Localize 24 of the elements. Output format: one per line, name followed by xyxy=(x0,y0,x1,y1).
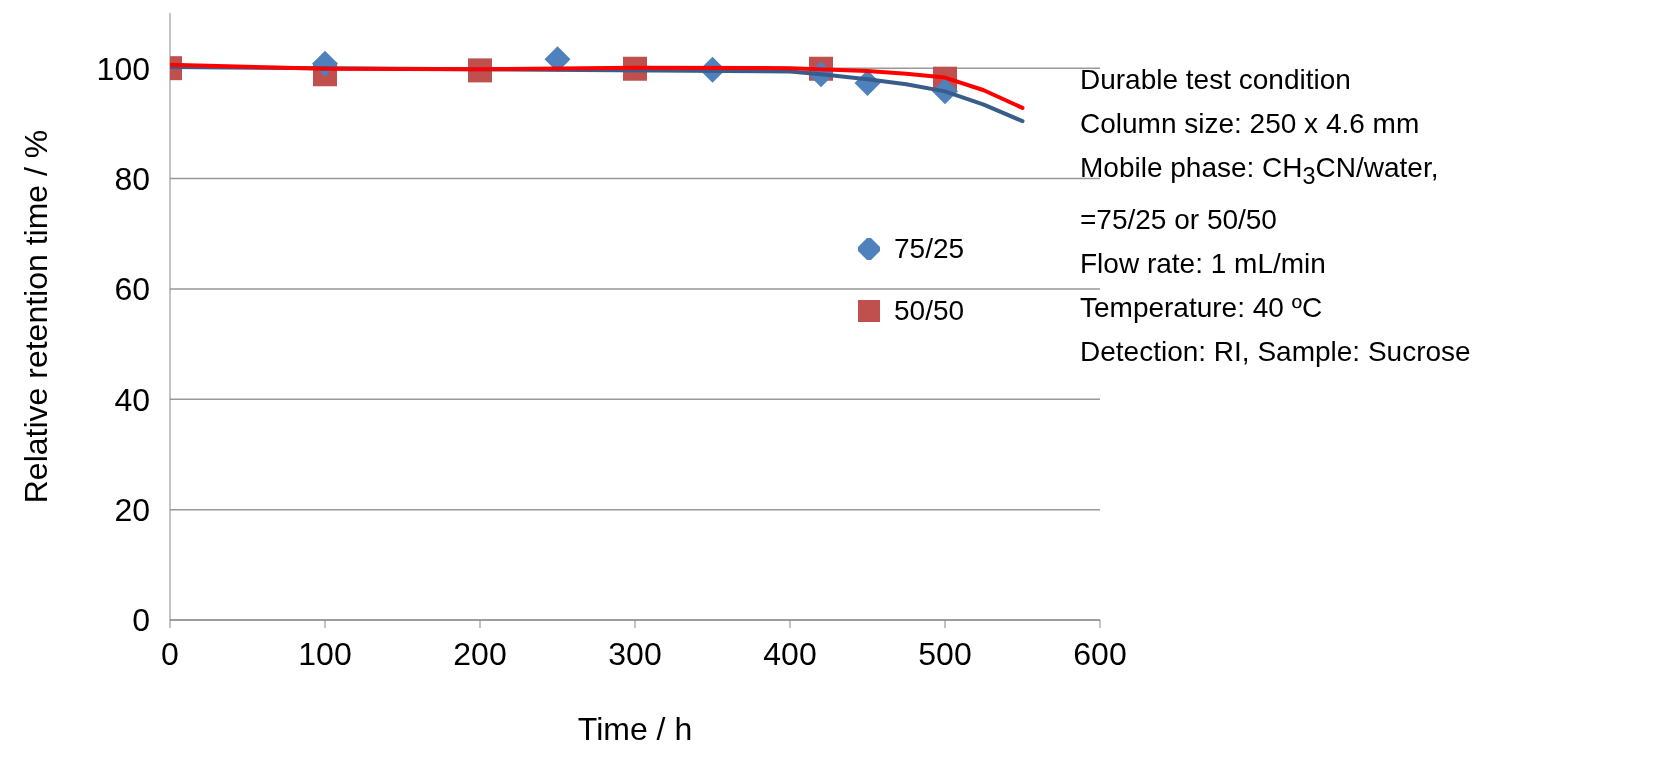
x-tick-label: 100 xyxy=(298,635,352,672)
legend-label: 75/25 xyxy=(894,233,965,265)
x-tick-label: 300 xyxy=(608,635,662,672)
annotation: Temperature: 40 ºC xyxy=(1080,290,1324,325)
annotation: Flow rate: 1 mL/min xyxy=(1080,246,1327,281)
x-tick-label: 600 xyxy=(1073,635,1127,672)
x-tick-label: 200 xyxy=(453,635,507,672)
legend-label: 50/50 xyxy=(894,295,965,327)
annotation: =75/25 or 50/50 xyxy=(1080,202,1278,237)
x-tick-label: 0 xyxy=(161,635,179,672)
y-tick-label: 20 xyxy=(114,492,150,528)
y-tick-label: 0 xyxy=(132,602,150,639)
x-axis-title: Time / h xyxy=(577,711,693,747)
y-tick-label: 100 xyxy=(96,50,150,87)
y-tick-label: 60 xyxy=(114,271,150,308)
annotation: Mobile phase: CH$_{3}$CN/water, xyxy=(1080,151,1440,191)
annotation: Column size: 250 x 4.6 mm xyxy=(1080,107,1421,141)
y-tick-label: 40 xyxy=(114,381,150,418)
x-tick-label: 500 xyxy=(918,635,972,672)
annotation: Durable test condition xyxy=(1080,63,1352,97)
y-axis-title: Relative retention time / % xyxy=(18,129,55,504)
y-tick-label: 80 xyxy=(114,160,150,197)
annotation: Detection: RI, Sample: Sucrose xyxy=(1080,334,1471,369)
x-tick-label: 400 xyxy=(763,635,817,672)
